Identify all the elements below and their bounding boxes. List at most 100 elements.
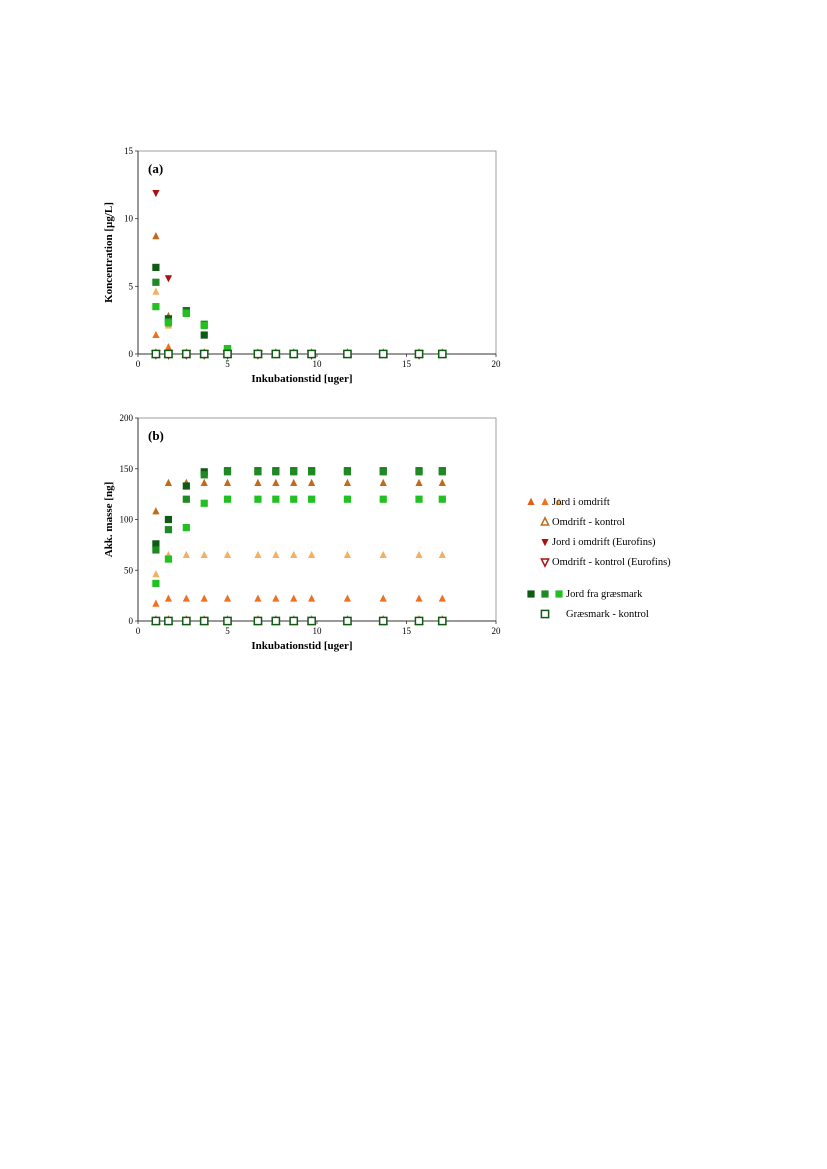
data-point (182, 495, 190, 503)
data-point (438, 478, 446, 486)
legend-label: Jord i omdrift (Eurofins) (552, 537, 656, 548)
data-point (152, 599, 160, 607)
legend-label: Græsmark - kontrol (566, 609, 649, 620)
data-point (378, 349, 388, 359)
data-point (181, 349, 191, 359)
data-point (415, 468, 423, 476)
data-point (343, 468, 352, 476)
data-point (182, 482, 190, 490)
data-point (164, 594, 173, 602)
data-point (379, 468, 387, 476)
legend: Jord i omdrift Omdrift - kontrol Jord i om… (527, 497, 671, 620)
data-point (152, 287, 160, 295)
data-point (164, 478, 173, 486)
data-point (182, 524, 190, 532)
x-axis-title: Inkubationstid [uger] (251, 373, 352, 385)
data-point (152, 540, 160, 548)
data-point (343, 616, 352, 626)
data-point (223, 550, 232, 559)
data-point (308, 550, 316, 559)
data-point (415, 478, 423, 486)
legend-marker (540, 558, 550, 568)
legend-label: Omdrift - kontrol (Eurofins) (552, 557, 671, 568)
x-tick-label: 5 (225, 359, 230, 369)
legend-entry: Jord fra græsmark (527, 589, 643, 600)
data-point (272, 478, 280, 486)
data-point (379, 550, 387, 559)
data-point (271, 349, 281, 359)
y-tick-label: 100 (120, 515, 134, 525)
data-point (290, 495, 298, 503)
data-point (254, 495, 262, 503)
data-point (182, 550, 190, 559)
data-point (182, 309, 190, 317)
data-point (414, 616, 424, 626)
data-point (307, 616, 316, 626)
legend-entry: Omdrift - kontrol (540, 516, 625, 528)
legend-marker (540, 609, 550, 619)
y-tick-label: 0 (129, 349, 134, 359)
data-point (223, 478, 232, 486)
x-axis-title: Inkubationstid [uger] (251, 640, 352, 652)
data-point (200, 471, 208, 479)
data-point (200, 331, 208, 339)
data-point (290, 478, 298, 486)
y-tick-label: 50 (124, 565, 134, 575)
legend-marker (527, 590, 535, 598)
data-point (307, 349, 316, 359)
data-point (343, 594, 352, 602)
data-point (271, 616, 281, 626)
data-point (164, 275, 173, 283)
data-point (378, 616, 388, 626)
data-point (438, 495, 446, 503)
y-tick-label: 200 (120, 413, 134, 423)
figure-background (0, 0, 827, 700)
data-point (200, 499, 208, 507)
data-point (343, 349, 352, 359)
x-tick-label: 20 (492, 626, 502, 636)
data-point (200, 321, 208, 330)
data-point (414, 349, 424, 359)
data-point (415, 550, 423, 559)
data-point (151, 349, 161, 359)
data-point (152, 570, 160, 578)
data-point (343, 550, 352, 559)
x-tick-label: 20 (492, 359, 502, 369)
data-point (223, 349, 232, 359)
data-point (254, 550, 262, 559)
legend-label: Omdrift - kontrol (552, 517, 625, 528)
data-point (152, 278, 160, 286)
data-point (254, 594, 262, 602)
data-point (437, 616, 447, 626)
series-jord-i-omdrift (152, 478, 446, 515)
legend-label: Jord fra græsmark (566, 589, 643, 600)
data-point (254, 468, 262, 476)
data-point (308, 478, 316, 486)
data-point (272, 495, 280, 503)
data-point (152, 330, 160, 339)
data-point (152, 189, 160, 198)
legend-entry: Græsmark - kontrol (540, 609, 649, 620)
data-point (200, 594, 208, 602)
y-tick-label: 5 (129, 281, 134, 291)
series-jord-fra-græsmark (152, 495, 446, 588)
data-point (290, 468, 298, 476)
legend-entry: Jord i omdrift (527, 497, 610, 508)
y-tick-label: 15 (124, 146, 134, 156)
data-point (437, 349, 447, 359)
legend-marker (527, 497, 535, 505)
data-point (438, 468, 446, 476)
data-point (151, 616, 161, 626)
x-tick-label: 0 (136, 626, 141, 636)
legend-marker (541, 590, 549, 598)
legend-marker (541, 539, 549, 547)
data-point (308, 468, 316, 476)
data-point (181, 616, 191, 626)
data-point (415, 495, 423, 503)
x-tick-label: 0 (136, 359, 141, 369)
y-axis-title: Akk. masse [ng] (103, 482, 115, 557)
data-point (152, 507, 160, 515)
y-tick-label: 150 (120, 464, 134, 474)
x-tick-label: 5 (225, 626, 230, 636)
